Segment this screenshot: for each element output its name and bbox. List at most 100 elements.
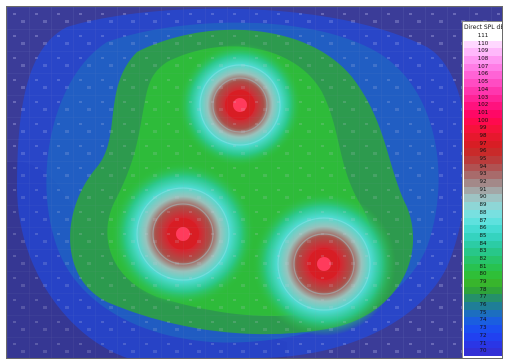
legend-label: 104 [477,86,489,93]
legend-label: 111 [477,33,489,39]
legend-row: 105 [464,79,502,87]
legend-swatch [464,225,502,233]
legend-swatch [464,163,502,172]
legend-row: 88 [464,209,502,218]
legend-swatch [464,94,502,103]
legend-swatch [464,240,502,249]
legend-swatch [464,279,502,287]
legend-row: 92 [464,179,502,187]
legend-label: 81 [479,263,487,270]
legend-row: 77 [464,294,502,303]
legend-label: 82 [479,255,487,262]
legend-row: 107 [464,63,502,72]
legend-row: 87 [464,217,502,226]
legend-swatch [464,40,502,49]
legend-row: 95 [464,156,502,164]
legend-row: 74 [464,317,502,326]
legend-row: 100 [464,117,502,126]
legend-swatch [464,255,502,264]
legend-row: 103 [464,94,502,103]
legend-label: 94 [479,163,487,170]
legend-swatch [464,186,502,195]
legend-label: 106 [477,71,489,78]
legend-swatch [464,109,502,118]
legend-label: 79 [479,279,487,285]
legend-swatch [464,340,502,349]
legend-row: 97 [464,140,502,149]
legend-label: 95 [479,156,487,162]
legend-swatch [464,332,502,341]
legend-swatch [464,202,502,210]
legend-row: 72 [464,332,502,341]
legend-label: 83 [479,248,487,255]
legend-swatch [464,125,502,133]
legend-label: 102 [477,102,489,109]
legend-label: 91 [479,186,487,193]
legend-row: 98 [464,132,502,141]
legend-swatch [464,148,502,156]
legend-row: 109 [464,48,502,57]
legend-row: 99 [464,125,502,133]
legend-row: 104 [464,86,502,95]
legend-row: 89 [464,202,502,210]
legend-label: 77 [479,294,487,301]
legend-swatch [464,63,502,72]
legend-label: 93 [479,171,487,178]
legend-swatch [464,86,502,95]
legend-swatch [464,317,502,326]
legend-swatch [464,156,502,164]
legend-swatch [464,132,502,141]
legend-label: 97 [479,140,487,147]
legend-swatch [464,209,502,218]
legend-label: 99 [479,125,487,132]
legend-label: 72 [479,332,487,339]
legend-row: 81 [464,263,502,272]
legend-label: 100 [477,117,489,124]
legend-swatch [464,302,502,310]
legend-label: 98 [479,132,487,139]
legend-label: 73 [479,325,487,332]
legend-scale: 111 110 109 108 107 106 105 104 103 102 101 100 99 98… [464,33,502,356]
legend-swatch [464,325,502,333]
legend-label: 74 [479,317,487,324]
legend-row: 111 [464,33,502,41]
legend-label: 71 [479,340,487,347]
legend-swatch [464,263,502,272]
spl-legend: Direct SPL dB 111 110 109 108 107 106 105 104 10… [462,21,502,358]
legend-label: 101 [477,109,489,116]
legend-title: Direct SPL dB [464,24,502,31]
legend-row: 108 [464,56,502,64]
legend-swatch [464,217,502,226]
legend-row: 90 [464,194,502,203]
legend-label: 96 [479,148,487,155]
spl-map[interactable] [7,7,502,358]
legend-row: 75 [464,309,502,318]
legend-swatch [464,286,502,295]
legend-swatch [464,71,502,80]
legend-label: 75 [479,309,487,316]
legend-row: 93 [464,171,502,180]
legend-label: 84 [479,240,487,247]
legend-swatch [464,194,502,203]
legend-swatch [464,140,502,149]
legend-row: 76 [464,302,502,310]
legend-label: 87 [479,217,487,224]
legend-label: 108 [477,56,489,63]
legend-label: 89 [479,202,487,209]
legend-row: 94 [464,163,502,172]
map-frame: Direct SPL dB 111 110 109 108 107 106 105 104 10… [6,6,503,359]
legend-label: 70 [479,348,487,355]
legend-row: 106 [464,71,502,80]
legend-row: 73 [464,325,502,333]
legend-row: 80 [464,271,502,279]
legend-row: 84 [464,240,502,249]
legend-label: 85 [479,232,487,239]
legend-label: 103 [477,94,489,101]
legend-row: 71 [464,340,502,349]
legend-row: 79 [464,279,502,287]
legend-row: 101 [464,109,502,118]
legend-row: 91 [464,186,502,195]
legend-swatch [464,56,502,64]
legend-row: 78 [464,286,502,295]
legend-swatch [464,271,502,279]
